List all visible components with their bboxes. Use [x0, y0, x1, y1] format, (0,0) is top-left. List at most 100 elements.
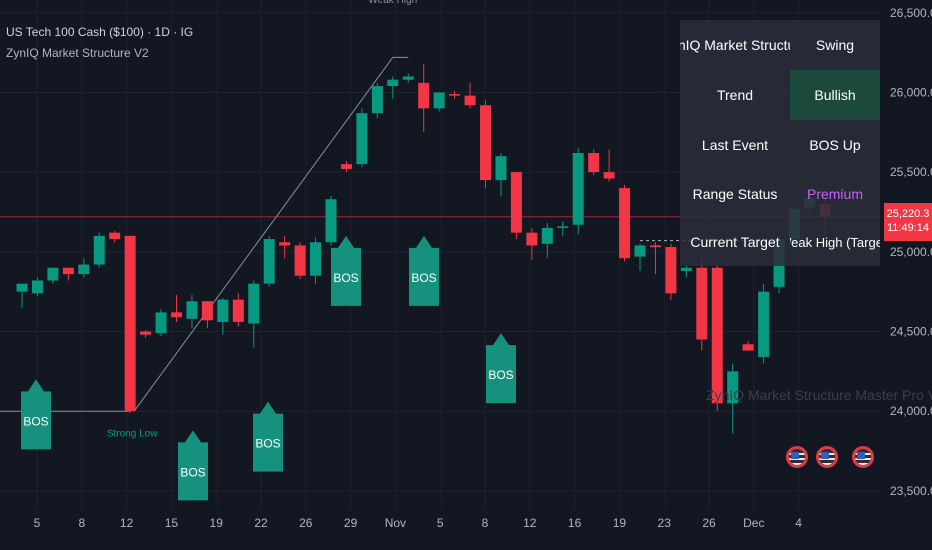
bos-label: BOS: [178, 430, 208, 501]
trend-label: Trend: [716, 87, 754, 103]
bull-candle: [433, 92, 445, 109]
bull-candle: [541, 227, 553, 244]
current-target-label: Current Target: [690, 234, 780, 250]
bos-label-shape: [486, 333, 516, 404]
bull-candle: [758, 291, 770, 357]
x-tick-label: 19: [613, 516, 627, 530]
x-tick-label: 5: [34, 516, 41, 530]
bos-label-shape: [21, 379, 51, 450]
bear-candle: [742, 344, 754, 351]
x-tick-label: 8: [482, 516, 489, 530]
bull-candle: [495, 156, 507, 181]
bear-candle: [526, 232, 538, 246]
strong-low-label: Strong Low: [107, 429, 158, 440]
bos-label-text: BOS: [488, 368, 513, 382]
table-mode-value: Swing: [815, 37, 855, 53]
bull-candle: [47, 267, 59, 281]
table-title: ZynIQ Market Structure: [680, 37, 790, 53]
bull-candle: [356, 113, 368, 165]
bear-candle: [711, 267, 723, 404]
bear-candle: [201, 301, 213, 321]
bull-candle: [16, 283, 28, 292]
bull-candle: [263, 239, 275, 284]
y-tick-label: 25,500.0: [890, 165, 932, 179]
x-tick-label: 23: [658, 516, 672, 530]
bos-label-text: BOS: [333, 271, 358, 285]
swing-line: [133, 56, 409, 412]
current-target-value: Weak High (Target): [790, 234, 880, 250]
bull-candle: [572, 153, 584, 225]
bear-candle: [464, 95, 476, 106]
bull-candle: [155, 312, 167, 334]
y-tick-label: 26,000.0: [890, 85, 932, 99]
x-tick-label: 8: [78, 516, 85, 530]
bull-candle: [310, 242, 322, 276]
x-tick-label: Nov: [385, 516, 406, 530]
bos-label: BOS: [409, 235, 439, 306]
bos-label-text: BOS: [411, 271, 436, 285]
y-tick-label: 25,000.0: [890, 245, 932, 259]
bull-candle: [78, 264, 90, 275]
bear-candle: [232, 299, 244, 322]
bear-candle: [294, 245, 306, 276]
us-flag-icon[interactable]: [816, 446, 838, 468]
x-tick-label: 12: [120, 516, 134, 530]
bull-candle: [31, 280, 43, 294]
x-tick-label: 26: [702, 516, 716, 530]
market-structure-table: ZynIQ Market Structure Swing Trend Bulli…: [680, 20, 880, 266]
bear-candle: [603, 172, 615, 179]
bos-label: BOS: [331, 235, 361, 306]
x-tick-label: 15: [165, 516, 179, 530]
x-tick-label: 22: [254, 516, 268, 530]
x-tick-label: 12: [523, 516, 537, 530]
bear-candle: [480, 105, 491, 181]
bull-candle: [93, 235, 105, 265]
y-tick-label: 24,500.0: [890, 325, 932, 339]
symbol-title[interactable]: US Tech 100 Cash ($100) · 1D · IG: [6, 25, 194, 39]
bull-candle: [325, 199, 337, 243]
bos-label-shape: [178, 430, 208, 501]
bull-candle: [248, 283, 260, 324]
us-flag-icon[interactable]: [786, 446, 808, 468]
bear-candle: [171, 312, 182, 318]
y-tick-label: 24,000.0: [890, 404, 932, 418]
bos-label: BOS: [486, 333, 516, 404]
bull-candle: [186, 301, 198, 319]
last-event-value: BOS Up: [809, 137, 861, 153]
bar-countdown: 11:49:14: [886, 222, 929, 234]
bos-label-text: BOS: [255, 437, 280, 451]
x-tick-label: Dec: [743, 516, 764, 530]
bull-candle: [402, 76, 414, 80]
x-tick-label: 5: [437, 516, 444, 530]
bear-candle: [418, 82, 430, 109]
bear-candle: [510, 172, 522, 233]
x-tick-label: 26: [299, 516, 313, 530]
x-tick-label: 29: [344, 516, 358, 530]
last-event-label: Last Event: [701, 137, 769, 153]
bear-candle: [124, 235, 136, 412]
trend-value: Bullish: [790, 70, 880, 120]
x-tick-label: 19: [210, 516, 224, 530]
bos-label: BOS: [253, 401, 283, 472]
bull-candle: [387, 79, 399, 87]
bull-candle: [727, 371, 739, 404]
x-tick-label: 16: [568, 516, 582, 530]
bear-candle: [279, 242, 291, 246]
bos-label-shape: [409, 235, 439, 306]
bear-candle: [649, 245, 661, 248]
us-flag-icon[interactable]: [852, 446, 874, 468]
bull-candle: [680, 267, 692, 271]
bear-candle: [340, 164, 352, 169]
bos-label: BOS: [21, 379, 51, 450]
indicator-name[interactable]: ZynIQ Market Structure V2: [6, 46, 149, 60]
y-tick-label: 26,500.0: [890, 6, 932, 20]
bull-candle: [557, 226, 569, 228]
bear-candle: [449, 94, 461, 96]
range-status-label: Range Status: [692, 186, 778, 202]
bull-candle: [634, 245, 646, 257]
current-price-tag: 25,220.3 11:49:14: [884, 203, 932, 241]
bear-candle: [619, 188, 631, 259]
bull-candle: [371, 86, 383, 114]
bos-label-text: BOS: [180, 465, 205, 479]
